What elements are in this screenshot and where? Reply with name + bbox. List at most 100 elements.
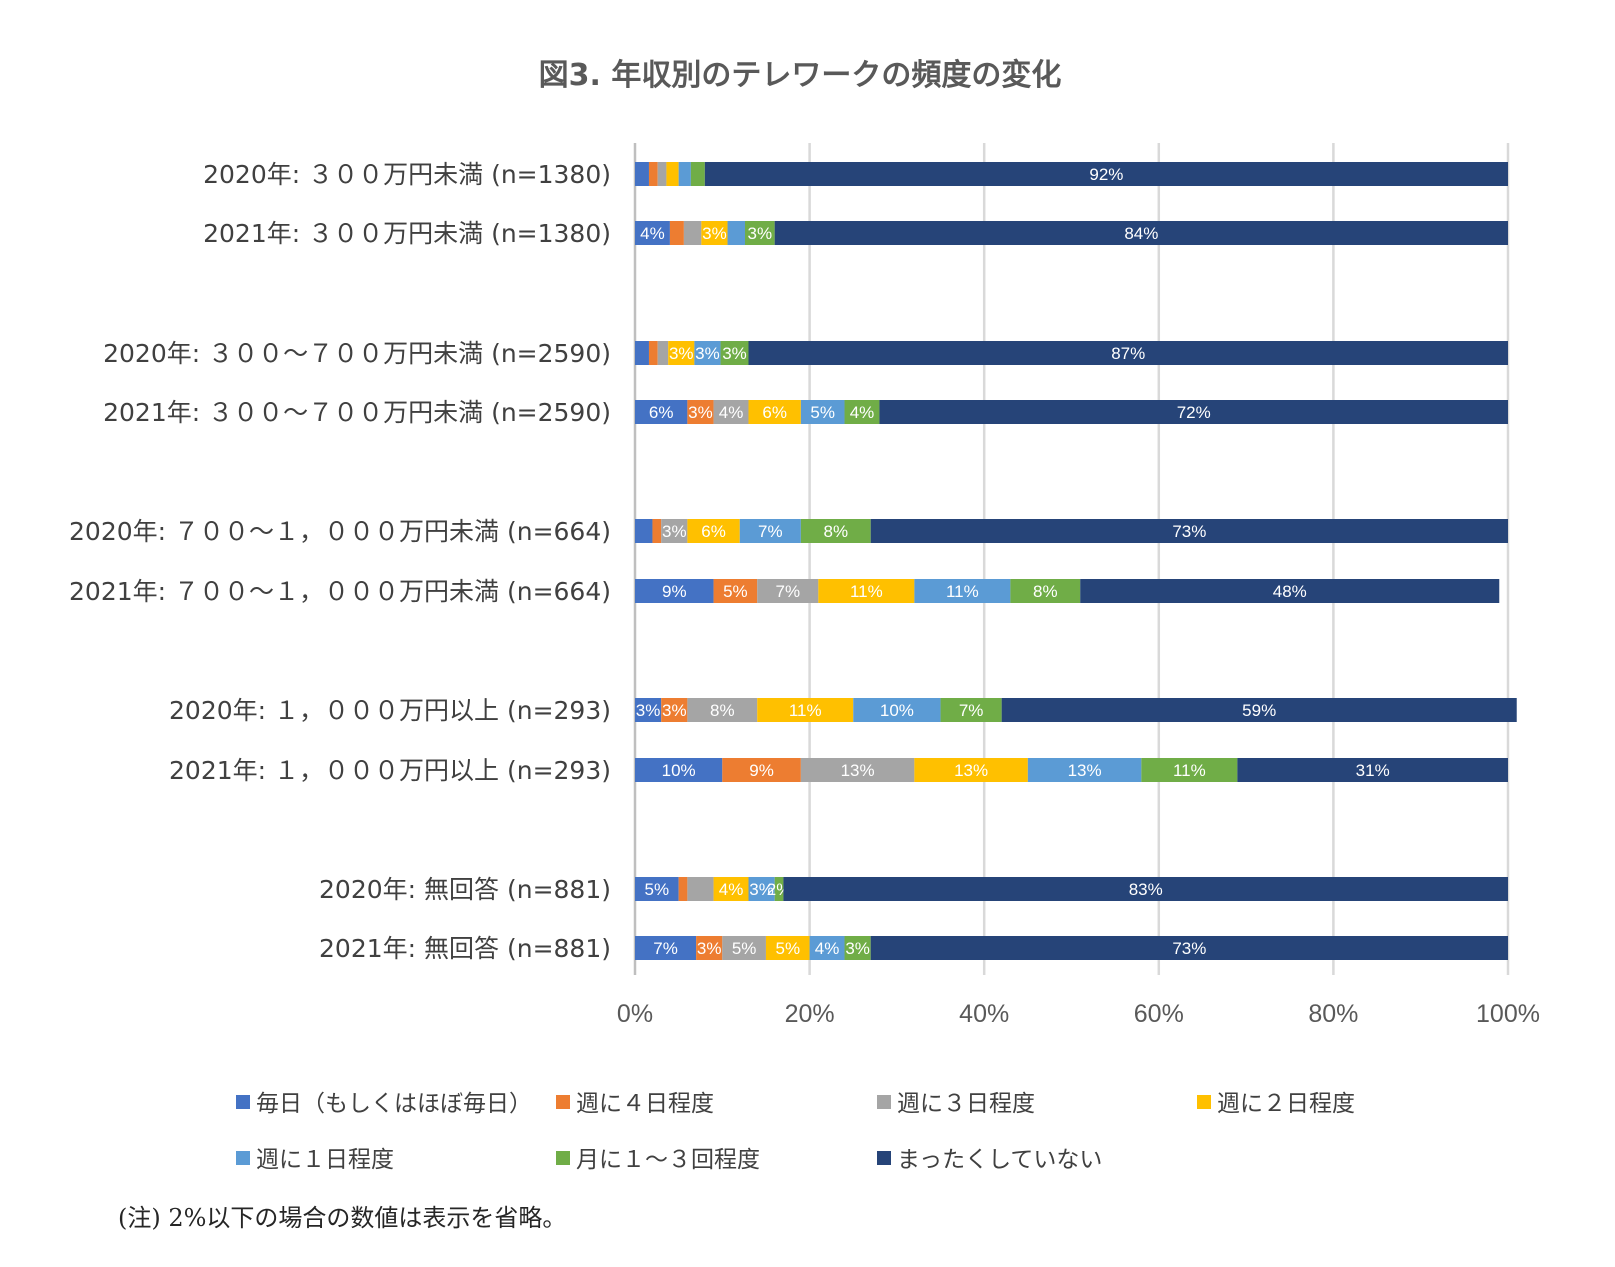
data-label: 11% xyxy=(850,582,883,601)
legend-swatch xyxy=(236,1151,250,1165)
data-label: 13% xyxy=(841,761,875,780)
data-label: 83% xyxy=(1129,880,1163,899)
data-label: 9% xyxy=(749,761,774,780)
data-label: 9% xyxy=(662,582,687,601)
category-label: 2021年: ３００万円未満 (n=1380) xyxy=(203,219,611,248)
category-label: 2020年: 無回答 (n=881) xyxy=(319,875,611,904)
bar-segment xyxy=(739,519,801,543)
bar-segment xyxy=(668,341,695,365)
legend-swatch xyxy=(877,1151,891,1165)
legend-item: 週に２日程度 xyxy=(1197,1091,1355,1117)
bar-segment xyxy=(694,341,721,365)
bar-segment xyxy=(818,579,915,603)
data-label: 31% xyxy=(1356,761,1390,780)
data-label: 3% xyxy=(845,939,870,958)
bar-segment xyxy=(701,221,728,245)
bar-segment xyxy=(748,341,1508,365)
bar-segment xyxy=(657,162,667,186)
category-label: 2021年: １，０００万円以上 (n=293) xyxy=(169,756,611,785)
bar-segment xyxy=(678,877,688,901)
data-label: 5% xyxy=(732,939,757,958)
bar-segment xyxy=(704,162,1508,186)
bar-segment xyxy=(652,519,662,543)
data-label: 3% xyxy=(688,403,713,422)
data-label: 3% xyxy=(695,344,720,363)
data-label: 7% xyxy=(959,701,984,720)
bar-segment xyxy=(783,877,1508,901)
data-label: 13% xyxy=(1068,761,1102,780)
x-tick-label: 100% xyxy=(1476,1000,1540,1028)
category-label: 2021年: ７００～１，０００万円未満 (n=664) xyxy=(69,577,611,606)
data-label: 7% xyxy=(758,522,783,541)
bar-segment xyxy=(713,579,758,603)
data-label: 3% xyxy=(702,224,727,243)
legend-label: 週に４日程度 xyxy=(576,1091,714,1117)
bar-segment xyxy=(687,877,714,901)
data-label: 92% xyxy=(1089,165,1123,184)
data-label: 4% xyxy=(815,939,840,958)
bar-segment xyxy=(800,400,845,424)
data-label: 3% xyxy=(697,939,722,958)
bar-segment xyxy=(800,758,915,782)
x-tick-label: 0% xyxy=(617,1000,653,1028)
bar-segment xyxy=(635,162,649,186)
data-label: 6% xyxy=(701,522,726,541)
x-tick-label: 60% xyxy=(1134,1000,1184,1028)
stacked-bar-chart: 図3. 年収別のテレワークの頻度の変化 92%4% 3% 3% 84%3% 3% 3% 87… xyxy=(69,58,1540,1173)
data-label: 73% xyxy=(1172,522,1206,541)
bar-segment xyxy=(635,579,714,603)
data-label: 13% xyxy=(954,761,988,780)
data-label: 72% xyxy=(1177,403,1211,422)
data-label: 3% xyxy=(662,522,687,541)
category-label: 2020年: ３００万円未満 (n=1380) xyxy=(203,160,611,189)
bar-segment xyxy=(774,877,784,901)
data-label: 5% xyxy=(810,403,835,422)
bar-segment xyxy=(657,341,669,365)
legend-label: 月に１～３回程度 xyxy=(576,1147,760,1173)
bar-segment xyxy=(722,758,801,782)
bar-segment xyxy=(748,877,775,901)
bar-segment xyxy=(635,758,723,782)
legend-swatch xyxy=(236,1095,250,1109)
data-label: 84% xyxy=(1124,224,1158,243)
data-label: 5% xyxy=(645,880,670,899)
data-label: 7% xyxy=(653,939,678,958)
category-label: 2021年: ３００～７００万円未満 (n=2590) xyxy=(103,398,611,427)
data-label: 8% xyxy=(710,701,735,720)
bar-segment xyxy=(1001,698,1517,722)
bar-segment xyxy=(870,936,1508,960)
data-label: 5% xyxy=(723,582,748,601)
data-label: 3% xyxy=(722,344,747,363)
bar-segment xyxy=(661,519,688,543)
bar-segment xyxy=(914,579,1011,603)
data-label: 3% xyxy=(636,701,661,720)
bar-segment xyxy=(661,698,688,722)
bar-segment xyxy=(635,400,688,424)
bar-segment xyxy=(1237,758,1508,782)
bar-segment xyxy=(853,698,941,722)
bar-segment xyxy=(844,400,880,424)
data-label: 6% xyxy=(762,403,787,422)
x-tick-label: 20% xyxy=(785,1000,835,1028)
bar-segment xyxy=(774,221,1508,245)
category-label: 2021年: 無回答 (n=881) xyxy=(319,934,611,963)
legend-swatch xyxy=(877,1095,891,1109)
bar-segment xyxy=(765,936,810,960)
legend-item: 週に３日程度 xyxy=(877,1091,1035,1117)
data-label: 73% xyxy=(1172,939,1206,958)
bar-segment xyxy=(1027,758,1142,782)
bar-segment xyxy=(713,877,749,901)
bar-segment xyxy=(696,936,723,960)
category-label: 2020年: １，０００万円以上 (n=293) xyxy=(169,696,611,725)
legend-label: 週に２日程度 xyxy=(1217,1091,1355,1117)
bar-segment xyxy=(844,936,871,960)
bar-segment xyxy=(635,698,662,722)
data-label: 10% xyxy=(880,701,914,720)
grid-lines xyxy=(633,143,1510,975)
bar-segment xyxy=(713,400,749,424)
chart-title: 図3. 年収別のテレワークの頻度の変化 xyxy=(539,58,1062,93)
data-label: 4% xyxy=(719,880,744,899)
legend-swatch xyxy=(556,1095,570,1109)
bars: 92%4% 3% 3% 84%3% 3% 3% 87%6% 3% 4% 6% 5% 4% 72%3% 6%… xyxy=(635,162,1517,960)
x-tick-label: 80% xyxy=(1308,1000,1358,1028)
